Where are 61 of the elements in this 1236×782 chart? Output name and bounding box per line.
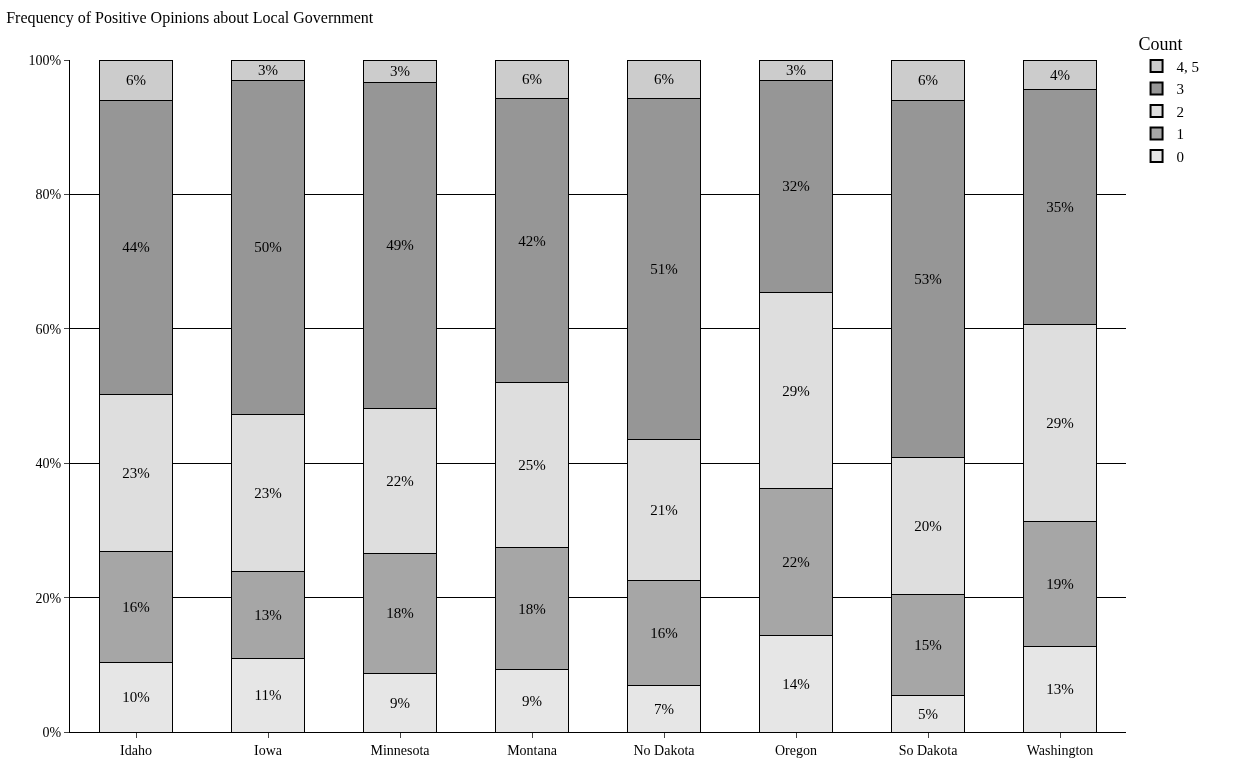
data-label: 6% [654,71,674,88]
x-tick-label: Oregon [775,742,817,758]
data-label: 23% [254,484,282,501]
x-tick-label: So Dakota [898,742,959,758]
data-label: 29% [782,382,810,399]
data-label: 15% [914,636,942,653]
data-label: 6% [126,72,146,89]
data-label: 50% [254,239,282,256]
x-tick-label: Iowa [254,742,283,758]
data-label: 6% [522,71,542,88]
data-label: 14% [782,675,810,692]
legend-label: 1 [1176,126,1185,143]
x-tick-label: Washington [1026,742,1094,758]
data-label: 9% [390,694,410,711]
data-label: 22% [782,554,810,571]
data-label: 3% [390,63,410,80]
data-label: 3% [258,62,278,79]
data-label: 3% [786,62,806,79]
data-label: 7% [654,700,674,717]
legend-label: 2 [1176,103,1185,120]
data-label: 13% [254,606,282,623]
y-tick-label: 20% [35,590,62,606]
data-label: 29% [1046,414,1074,431]
y-tick-label: 40% [35,456,62,472]
legend-label: 0 [1176,148,1185,165]
data-label: 9% [522,692,542,709]
y-tick-label: 100% [28,52,62,68]
data-label: 16% [122,598,150,615]
x-tick-label: No Dakota [633,742,696,758]
y-tick-label: 80% [35,187,62,203]
data-label: 16% [650,625,678,642]
data-label: 13% [1046,681,1074,698]
y-tick-label: 0% [42,724,62,740]
data-label: 21% [650,502,678,519]
data-label: 22% [386,472,414,489]
data-label: 51% [650,261,678,278]
legend-label: 4, 5 [1176,58,1200,75]
data-label: 11% [254,687,282,704]
data-label: 32% [782,178,810,195]
data-label: 19% [1046,576,1074,593]
data-label: 6% [918,72,938,89]
x-tick-label: Minnesota [370,742,431,758]
data-label: 10% [122,689,150,706]
data-label: 4% [1050,66,1070,83]
data-label: 23% [122,464,150,481]
data-label: 18% [386,605,414,622]
data-label: 53% [914,271,942,288]
legend-label: 3 [1176,81,1185,98]
data-label: 35% [1046,198,1074,215]
x-tick-label: Idaho [120,742,152,758]
chart-title: Frequency of Positive Opinions about Local Government [6,8,374,27]
data-label: 5% [918,705,938,722]
data-label: 44% [122,239,150,256]
data-label: 49% [386,237,414,254]
data-label: 42% [518,232,546,249]
legend-title: Count [1138,33,1183,54]
y-tick-label: 60% [35,321,62,337]
data-label: 20% [914,518,942,535]
data-label: 18% [518,600,546,617]
x-tick-label: Montana [507,742,558,758]
data-label: 25% [518,457,546,474]
